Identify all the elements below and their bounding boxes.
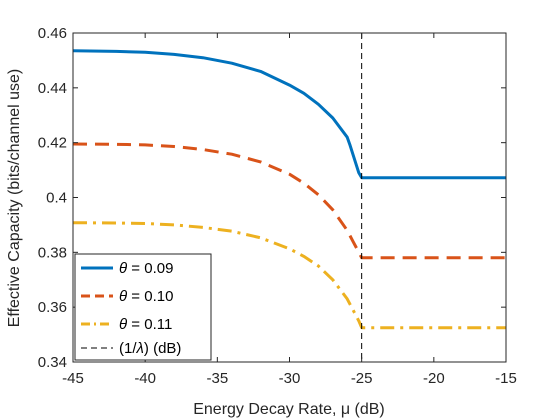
legend: θ = 0.09 θ = 0.10 θ = 0.11 (1/λ) (dB) (74, 253, 212, 361)
y-tick-label: 0.38 (38, 244, 67, 261)
legend-label-4: (1/λ) (dB) (119, 340, 181, 357)
y-tick-label: 0.46 (38, 25, 67, 42)
x-tick-label: -35 (206, 370, 228, 387)
legend-label-3: θ = 0.11 (119, 316, 172, 333)
y-tick-label: 0.36 (38, 299, 67, 316)
legend-box (74, 253, 212, 361)
legend-label-2: θ = 0.10 (119, 288, 173, 305)
x-tick-label: -25 (351, 370, 373, 387)
axes: -45 -40 -35 -30 -25 -20 -15 0.34 0.36 0.38 0.4 0.42… (38, 25, 517, 387)
y-tick-label: 0.4 (46, 190, 67, 207)
x-axis-label: Energy Decay Rate, μ (dB) (193, 401, 385, 418)
y-axis-label: Effective Capacity (bits/channel use) (6, 69, 23, 328)
y-tick-label: 0.44 (38, 80, 67, 97)
y-tick-label: 0.34 (38, 354, 67, 371)
y-tick-label: 0.42 (38, 135, 67, 152)
x-tick-label: -20 (423, 370, 445, 387)
series-line-2 (72, 142, 506, 260)
x-tick-label: -30 (279, 370, 301, 387)
series-line-1 (72, 49, 506, 180)
x-tick-label: -15 (495, 370, 517, 387)
legend-label-1: θ = 0.09 (119, 260, 173, 277)
x-tick-label: -45 (62, 370, 84, 387)
plot-area (72, 33, 506, 362)
x-tick-label: -40 (134, 370, 156, 387)
